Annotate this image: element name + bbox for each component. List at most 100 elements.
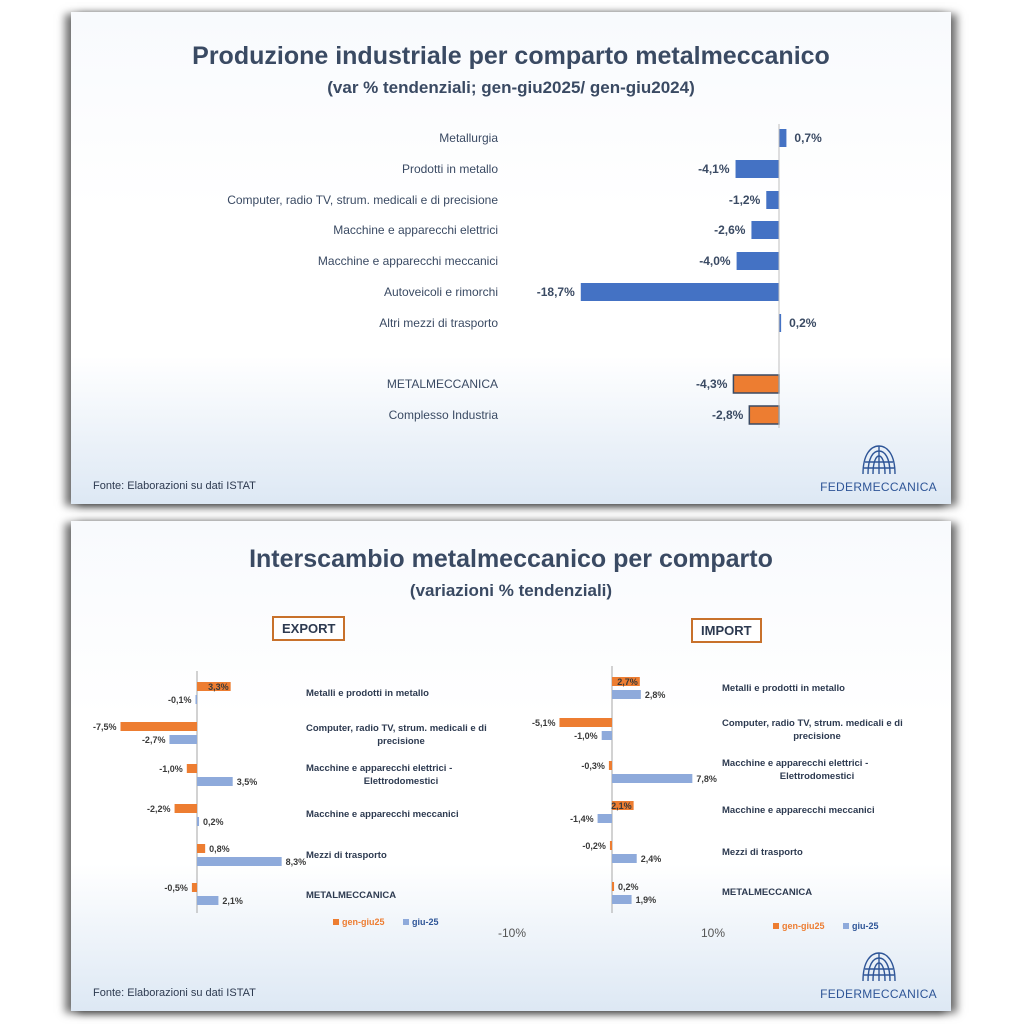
category-label: Prodotti in metallo [402, 162, 498, 176]
category-label: Metallurgia [439, 131, 498, 145]
axis-label-left: -10% [498, 926, 527, 940]
bar-giu-25 [169, 735, 197, 744]
category-label: Autoveicoli e rimorchi [384, 285, 498, 299]
bar [748, 405, 780, 425]
legend-swatch-giu-25 [403, 919, 409, 925]
legend-label: gen-giu25 [342, 917, 385, 927]
category-label: Computer, radio TV, strum. medicali e di… [227, 193, 498, 207]
bar-gen-giu25 [174, 804, 197, 813]
logo-text: FEDERMECCANICA [820, 480, 937, 494]
axis-label-right: 10% [701, 926, 726, 940]
category-label: Mezzi di trasporto [722, 847, 803, 858]
data-label: -4,1% [698, 162, 730, 176]
data-label: 2,1% [222, 896, 243, 906]
category-label: Complesso Industria [389, 408, 499, 422]
logo-icon [861, 952, 896, 982]
bar-giu-25 [195, 695, 197, 704]
category-label: Macchine e apparecchi elettrici - [722, 758, 868, 769]
slide-title: Interscambio metalmeccanico per comparto [249, 545, 773, 573]
data-label: 8,3% [286, 857, 307, 867]
bar-giu-25 [612, 895, 632, 904]
bar [735, 160, 779, 178]
data-label: -0,2% [582, 841, 606, 851]
import-label: IMPORT [691, 618, 762, 643]
bar-gen-giu25 [186, 764, 197, 773]
category-label: precisione [377, 736, 425, 747]
bar-gen-giu25 [609, 841, 612, 850]
legend-swatch-giu-25 [843, 923, 849, 929]
bar-gen-giu25 [612, 677, 640, 686]
data-label: -1,0% [159, 764, 183, 774]
production-bar-chart: Metallurgia 0,7% Prodotti in metallo -4,1% C… [227, 124, 822, 428]
category-label: Macchine e apparecchi meccanici [318, 254, 498, 268]
legend-label: giu-25 [412, 917, 439, 927]
source-note: Fonte: Elaborazioni su dati ISTAT [93, 987, 256, 999]
bar-giu-25 [612, 690, 641, 699]
data-label: -4,3% [696, 377, 728, 391]
category-label: Altri mezzi di trasporto [379, 316, 498, 330]
legend-label: gen-giu25 [782, 921, 825, 931]
federmeccanica-logo: FEDERMECCANICA [820, 949, 937, 1001]
data-label: 0,8% [209, 844, 230, 854]
category-label: Mezzi di trasporto [306, 850, 387, 861]
logo-text: FEDERMECCANICA [820, 987, 937, 1001]
bar [779, 129, 787, 147]
data-label: 2,8% [645, 690, 666, 700]
category-label: Metalli e prodotti in metallo [306, 688, 429, 699]
data-label: -1,4% [570, 814, 594, 824]
bar [766, 191, 779, 209]
data-label: 3,5% [237, 777, 258, 787]
slide-subtitle: (var % tendenziali; gen-giu2025/ gen-giu… [327, 78, 695, 97]
category-label: METALMECCANICA [722, 887, 812, 898]
legend-swatch-gen-giu25 [333, 919, 339, 925]
bar-giu-25 [197, 817, 200, 826]
category-label: Macchine e apparecchi elettrici - [306, 763, 452, 774]
data-label: -2,6% [714, 223, 746, 237]
bar-gen-giu25 [191, 883, 197, 892]
bar-gen-giu25 [120, 722, 197, 731]
bar-giu-25 [197, 896, 219, 905]
data-label: -0,5% [164, 883, 188, 893]
bar [580, 283, 779, 301]
category-label: METALMECCANICA [387, 377, 498, 391]
bar-gen-giu25 [559, 718, 612, 727]
bar [732, 374, 780, 394]
data-label: -1,2% [729, 193, 761, 207]
trade-bar-charts: 3,3% -0,1% Metalli e prodotti in metallo -7… [93, 666, 903, 931]
bar [736, 252, 779, 270]
legend-label: giu-25 [852, 921, 879, 931]
data-label: -1,0% [574, 731, 598, 741]
category-label: Metalli e prodotti in metallo [722, 683, 845, 694]
data-label: -4,0% [699, 254, 731, 268]
export-label: EXPORT [272, 616, 346, 641]
data-label: -7,5% [93, 722, 117, 732]
bar-gen-giu25 [197, 682, 231, 691]
data-label: 0,2% [789, 316, 817, 330]
legend-swatch-gen-giu25 [773, 923, 779, 929]
category-label: Macchine e apparecchi meccanici [306, 809, 459, 820]
category-label: Computer, radio TV, strum. medicali e di [306, 723, 487, 734]
logo-icon [861, 445, 896, 475]
data-label: 3,3% [208, 682, 229, 692]
bar-giu-25 [612, 854, 637, 863]
data-label: 2,4% [641, 854, 662, 864]
bar-gen-giu25 [608, 761, 612, 770]
category-label: Computer, radio TV, strum. medicali e di [722, 718, 903, 729]
category-label: Elettrodomestici [364, 776, 438, 787]
slide-subtitle: (variazioni % tendenziali) [409, 581, 613, 600]
data-label: -0,1% [168, 695, 192, 705]
category-label: Macchine e apparecchi elettrici [333, 223, 498, 237]
data-label: 1,9% [636, 895, 657, 905]
category-label: Elettrodomestici [780, 771, 854, 782]
data-label: -2,8% [712, 408, 744, 422]
data-label: 7,8% [696, 774, 717, 784]
category-label: precisione [793, 731, 841, 742]
bar-giu-25 [197, 777, 233, 786]
bar-giu-25 [612, 774, 693, 783]
production-slide: Produzione industriale per comparto meta… [71, 12, 951, 504]
federmeccanica-logo: FEDERMECCANICA [820, 442, 937, 494]
trade-slide: Interscambio metalmeccanico per comparto… [71, 521, 951, 1011]
data-label: -0,3% [581, 761, 605, 771]
bar-gen-giu25 [612, 801, 634, 810]
data-label: 0,7% [794, 131, 822, 145]
